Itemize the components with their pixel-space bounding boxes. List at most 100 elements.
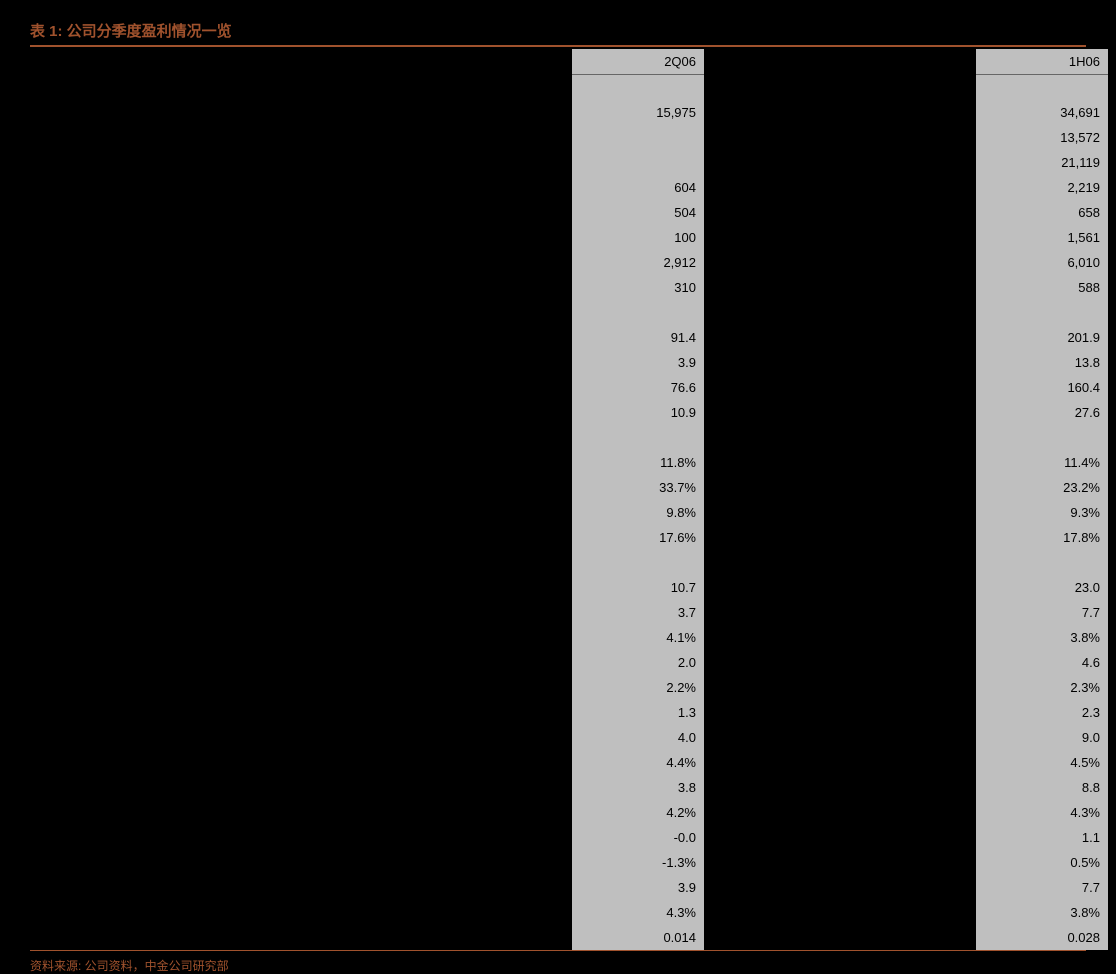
- cell-gap: [704, 100, 976, 125]
- row-label: [30, 725, 572, 750]
- row-label: [30, 425, 572, 450]
- row-label: [30, 800, 572, 825]
- cell-quarter: -1.3%: [572, 850, 704, 875]
- cell-gap: [704, 175, 976, 200]
- cell-gap: [704, 650, 976, 675]
- cell-quarter: 4.4%: [572, 750, 704, 775]
- cell-gap: [704, 250, 976, 275]
- row-label: [30, 850, 572, 875]
- table-row: [30, 425, 1108, 450]
- cell-half: 1,561: [976, 225, 1108, 250]
- cell-half: 0.5%: [976, 850, 1108, 875]
- cell-gap: [704, 525, 976, 550]
- table-row: [30, 550, 1108, 575]
- cell-quarter: [572, 425, 704, 450]
- cell-quarter: [572, 150, 704, 175]
- header-col-half: 1H06: [976, 49, 1108, 75]
- row-label: [30, 125, 572, 150]
- table-row: 3.97.7: [30, 875, 1108, 900]
- cell-half: 2.3: [976, 700, 1108, 725]
- page: 表 1: 公司分季度盈利情况一览 2Q06 1H06 15,97534,6911…: [0, 0, 1116, 911]
- row-label: [30, 625, 572, 650]
- cell-gap: [704, 450, 976, 475]
- row-label: [30, 350, 572, 375]
- data-source-footer: 资料来源: 公司资料，中金公司研究部: [30, 951, 1086, 974]
- table-row: 2,9126,010: [30, 250, 1108, 275]
- cell-quarter: 3.9: [572, 350, 704, 375]
- cell-quarter: 2,912: [572, 250, 704, 275]
- header-gap: [704, 49, 976, 75]
- cell-quarter: 33.7%: [572, 475, 704, 500]
- earnings-table: 2Q06 1H06 15,97534,69113,57221,1196042,2…: [30, 49, 1086, 951]
- header-label-blank: [30, 49, 572, 75]
- cell-gap: [704, 825, 976, 850]
- cell-half: 4.3%: [976, 800, 1108, 825]
- cell-quarter: 76.6: [572, 375, 704, 400]
- cell-half: 3.8%: [976, 625, 1108, 650]
- cell-half: 201.9: [976, 325, 1108, 350]
- cell-quarter: 3.9: [572, 875, 704, 900]
- row-label: [30, 150, 572, 175]
- table-row: 33.7%23.2%: [30, 475, 1108, 500]
- table-row: [30, 75, 1108, 101]
- cell-quarter: 10.9: [572, 400, 704, 425]
- cell-quarter: 11.8%: [572, 450, 704, 475]
- cell-quarter: [572, 125, 704, 150]
- cell-half: 17.8%: [976, 525, 1108, 550]
- row-label: [30, 700, 572, 725]
- cell-half: 2.3%: [976, 675, 1108, 700]
- cell-gap: [704, 750, 976, 775]
- row-label: [30, 325, 572, 350]
- cell-gap: [704, 425, 976, 450]
- cell-gap: [704, 150, 976, 175]
- table-row: 76.6 160.4: [30, 375, 1108, 400]
- cell-gap: [704, 700, 976, 725]
- cell-half: 0.028: [976, 925, 1108, 950]
- row-label: [30, 250, 572, 275]
- cell-quarter: 3.8: [572, 775, 704, 800]
- cell-quarter: 310: [572, 275, 704, 300]
- cell-gap: [704, 625, 976, 650]
- cell-half: 27.6: [976, 400, 1108, 425]
- cell-half: 160.4: [976, 375, 1108, 400]
- table-row: 3.913.8: [30, 350, 1108, 375]
- cell-quarter: 2.2%: [572, 675, 704, 700]
- cell-quarter: [572, 300, 704, 325]
- cell-half: 9.3%: [976, 500, 1108, 525]
- cell-half: 34,691: [976, 100, 1108, 125]
- cell-gap: [704, 875, 976, 900]
- row-label: [30, 75, 572, 101]
- cell-half: 9.0: [976, 725, 1108, 750]
- cell-gap: [704, 275, 976, 300]
- table-row: 4.2%4.3%: [30, 800, 1108, 825]
- table-row: 11.8%11.4%: [30, 450, 1108, 475]
- cell-gap: [704, 325, 976, 350]
- cell-half: [976, 550, 1108, 575]
- cell-quarter: 91.4: [572, 325, 704, 350]
- table-row: 504658: [30, 200, 1108, 225]
- table-row: 13,572: [30, 125, 1108, 150]
- row-label: [30, 775, 572, 800]
- cell-quarter: 4.0: [572, 725, 704, 750]
- row-label: [30, 650, 572, 675]
- cell-gap: [704, 550, 976, 575]
- row-label: [30, 225, 572, 250]
- cell-gap: [704, 775, 976, 800]
- cell-half: 8.8: [976, 775, 1108, 800]
- cell-quarter: 3.7: [572, 600, 704, 625]
- table-row: 1001,561: [30, 225, 1108, 250]
- row-label: [30, 825, 572, 850]
- cell-half: 4.6: [976, 650, 1108, 675]
- row-label: [30, 900, 572, 925]
- table-row: 1.32.3: [30, 700, 1108, 725]
- cell-half: 3.8%: [976, 900, 1108, 925]
- cell-quarter: [572, 75, 704, 101]
- row-label: [30, 600, 572, 625]
- cell-gap: [704, 475, 976, 500]
- cell-gap: [704, 725, 976, 750]
- row-label: [30, 750, 572, 775]
- row-label: [30, 925, 572, 950]
- cell-half: 7.7: [976, 600, 1108, 625]
- cell-quarter: 10.7: [572, 575, 704, 600]
- table-row: 15,97534,691: [30, 100, 1108, 125]
